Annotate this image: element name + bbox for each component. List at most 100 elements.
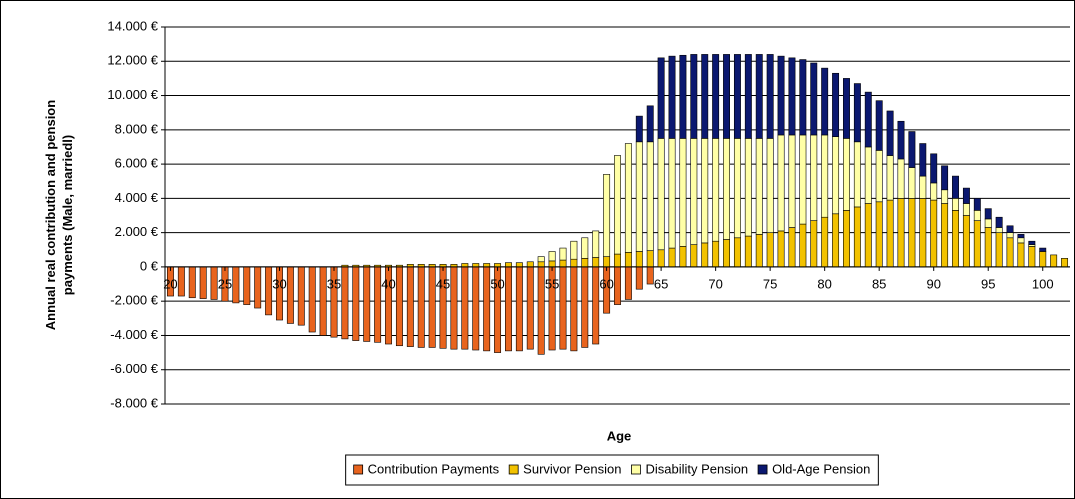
bar xyxy=(657,138,665,251)
bar xyxy=(701,138,709,244)
y-tick-label: 6.000 € xyxy=(115,156,159,171)
legend-label: Disability Pension xyxy=(645,461,748,476)
bar xyxy=(723,54,730,139)
bar xyxy=(799,134,807,225)
bar xyxy=(930,182,938,201)
x-axis-title: Age xyxy=(607,428,632,443)
bar xyxy=(941,189,949,204)
bar xyxy=(276,266,283,321)
x-tick-label: 85 xyxy=(872,276,886,291)
bar xyxy=(526,261,534,268)
bar xyxy=(461,266,469,350)
bar xyxy=(1039,251,1047,268)
bar xyxy=(265,266,273,316)
bar xyxy=(537,256,545,263)
bar xyxy=(646,105,654,143)
bar xyxy=(635,266,643,290)
bar xyxy=(853,206,861,268)
bar xyxy=(701,54,709,139)
bar xyxy=(232,266,240,304)
bar xyxy=(559,259,567,268)
bar xyxy=(952,210,959,268)
bar xyxy=(984,227,992,268)
y-tick-label: -4.000 € xyxy=(110,327,158,342)
bar xyxy=(712,240,720,268)
bar xyxy=(766,138,774,233)
bar xyxy=(177,266,185,297)
x-tick-label: 35 xyxy=(327,276,341,291)
x-tick-label: 65 xyxy=(654,276,668,291)
bar xyxy=(559,247,567,261)
bar xyxy=(483,263,491,268)
bar xyxy=(624,266,632,300)
x-tick-label: 70 xyxy=(708,276,722,291)
legend: Contribution Payments Survivor Pension Dis… xyxy=(345,454,879,486)
bar xyxy=(472,266,480,351)
bar xyxy=(614,155,621,255)
bar xyxy=(777,230,785,268)
bar xyxy=(1017,234,1025,239)
bar xyxy=(1006,225,1014,233)
bar xyxy=(548,251,556,262)
bar xyxy=(984,208,992,220)
bar xyxy=(853,83,861,143)
bar xyxy=(984,218,992,228)
bar xyxy=(930,153,938,184)
bar xyxy=(188,266,196,299)
bar xyxy=(723,239,730,268)
bar xyxy=(428,266,436,348)
bar xyxy=(1017,242,1025,268)
bar xyxy=(450,266,458,350)
bar xyxy=(995,232,1003,268)
legend-swatch xyxy=(631,464,641,475)
bar xyxy=(875,100,883,151)
y-axis-title: Annual real contribution and pension paym… xyxy=(43,100,75,330)
y-tick-label: -8.000 € xyxy=(110,395,158,410)
bar xyxy=(537,261,545,268)
bar xyxy=(581,258,589,268)
bar xyxy=(559,266,567,350)
bar xyxy=(864,146,872,204)
x-tick-label: 25 xyxy=(218,276,232,291)
bar xyxy=(777,134,785,232)
bar xyxy=(973,210,981,221)
bar xyxy=(548,260,556,268)
bar xyxy=(635,141,643,252)
bar xyxy=(919,175,927,199)
bar xyxy=(821,67,829,136)
bar xyxy=(766,232,774,268)
bar xyxy=(973,198,981,211)
legend-swatch xyxy=(757,464,768,475)
bar xyxy=(941,203,949,268)
bar xyxy=(624,143,632,253)
bar xyxy=(1028,246,1036,268)
bar xyxy=(832,72,840,137)
bar xyxy=(853,141,861,208)
bar xyxy=(919,143,927,177)
x-tick-label: 40 xyxy=(381,276,395,291)
bar xyxy=(821,134,829,218)
bar xyxy=(832,136,840,215)
bar xyxy=(941,165,949,191)
bar xyxy=(505,266,512,352)
bar xyxy=(352,266,360,341)
bar xyxy=(952,198,959,211)
bar xyxy=(668,247,676,268)
bar xyxy=(199,266,207,299)
y-tick-label: -2.000 € xyxy=(110,293,158,308)
bar xyxy=(712,54,720,139)
bar xyxy=(690,138,698,245)
bar xyxy=(799,223,807,268)
bar xyxy=(570,266,578,352)
x-tick-label: 80 xyxy=(817,276,831,291)
bar xyxy=(537,266,545,355)
bar xyxy=(897,158,905,199)
bar xyxy=(755,54,763,139)
x-tick-label: 100 xyxy=(1032,276,1054,291)
y-tick-label: 12.000 € xyxy=(107,53,158,68)
bar xyxy=(908,131,916,168)
bar xyxy=(995,227,1003,233)
bar xyxy=(690,244,698,268)
bar xyxy=(843,210,850,268)
